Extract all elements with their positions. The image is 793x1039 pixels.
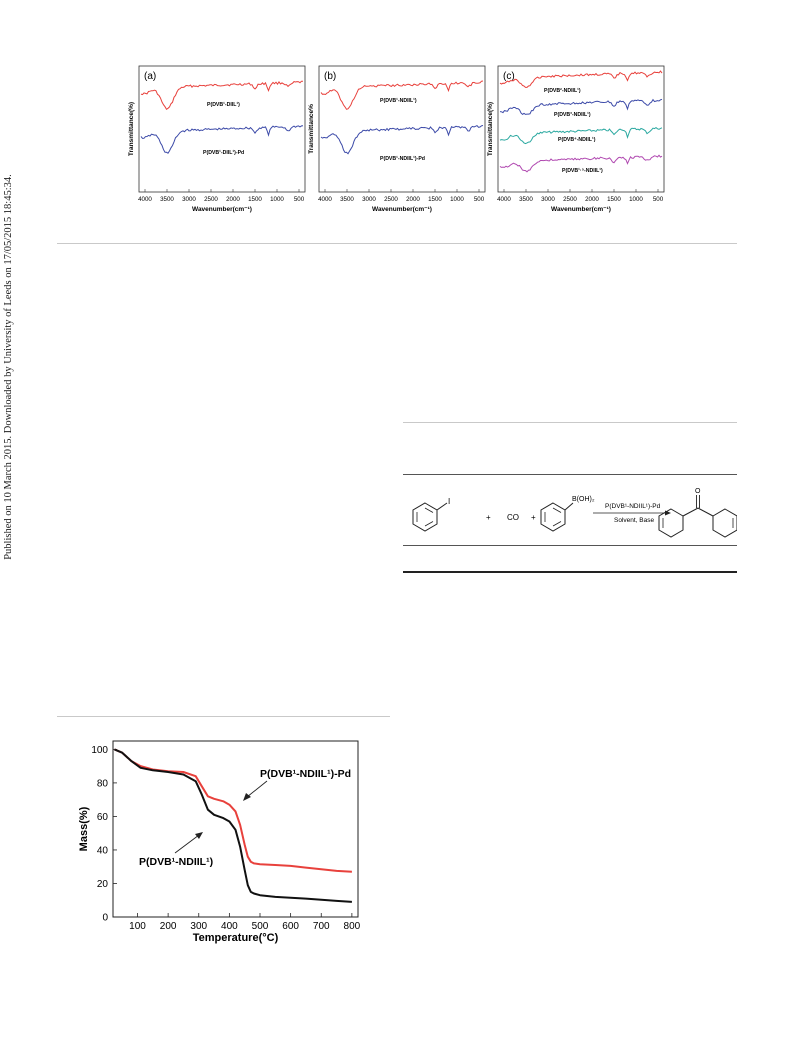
trace-label: P(DVB¹-NDIIL¹)-Pd (380, 156, 425, 162)
x-tick-label: 4000 (138, 196, 152, 203)
x-tick-label: 2500 (204, 196, 218, 203)
figure-separator-left (57, 716, 390, 717)
plot-frame (318, 65, 486, 193)
x-tick-label: 1500 (428, 196, 442, 203)
panel-tag: (c) (503, 71, 515, 82)
annotation-base: P(DVB¹-NDIIL¹) (139, 856, 213, 868)
spectrum-trace (140, 80, 303, 111)
trace-label: P(DVB²-NDIIL¹) (544, 88, 581, 94)
x-tick-label: 3000 (182, 196, 196, 203)
conditions-label: Solvent, Base (614, 517, 654, 524)
spectrum-trace (499, 126, 663, 145)
panel-tag: (a) (144, 71, 156, 82)
table-header-rule (403, 474, 737, 475)
spectrum-trace (320, 124, 484, 155)
x-tick-label: 700 (313, 921, 330, 932)
ftir-panel-b: (b) Transmittance% 4000 3500 3000 2500 2000 150… (308, 65, 486, 213)
x-tick-label: 3000 (541, 196, 555, 203)
trace-label: P(DVB³-NDIIL¹) (554, 112, 591, 118)
trace-label: P(DVB¹-DIIL¹) (207, 102, 240, 108)
annotation-pd: P(DVB¹-NDIIL¹)-Pd (260, 768, 351, 780)
download-notice: Published on 10 March 2015. Downloaded b… (3, 174, 14, 560)
x-tick-label: 2000 (406, 196, 420, 203)
trace-label: P(DVB¹·⁵-NDIIL¹) (562, 168, 603, 174)
x-tick-label: 1000 (270, 196, 284, 203)
y-axis-label: Transmittance% (308, 104, 315, 154)
y-tick-label: 60 (97, 812, 109, 823)
spectrum-trace (320, 80, 484, 110)
iodo-label: I (448, 497, 450, 506)
trace-label: P(DVB¹-NDIIL¹) (380, 98, 417, 104)
x-tick-label: 1000 (629, 196, 643, 203)
x-axis-label: Temperature(°C) (193, 932, 279, 944)
benzophenone-structure: O (658, 488, 737, 538)
ftir-panel-c: (c) Transmittance(%) 4000 3500 3000 2500 2000 1… (487, 65, 665, 213)
ftir-panel-a: (a) Transmittance(%) 4000 3500 3000 2500 2000 1… (128, 65, 306, 213)
catalyst-label: P(DVB¹-NDIIL¹)-Pd (605, 503, 661, 510)
panel-tag: (b) (324, 71, 336, 82)
phenylboronic-acid-structure: B(OH)₂ (540, 496, 595, 532)
y-axis-label: Transmittance(%) (128, 102, 135, 156)
spectrum-trace (140, 125, 304, 154)
x-tick-label: 100 (129, 921, 146, 932)
figure-separator (57, 243, 737, 244)
reaction-scheme: I + CO + B(OH)₂ P(DVB¹-NDIIL¹)-Pd Solven… (412, 488, 737, 538)
x-tick-label: 200 (160, 921, 177, 932)
y-axis-label: Transmittance(%) (487, 102, 494, 156)
x-tick-label: 600 (282, 921, 299, 932)
annotation-arrowhead-pd (243, 793, 251, 801)
x-tick-label: 500 (294, 196, 305, 203)
trace-label: P(DVB¹-DIIL¹)-Pd (203, 150, 244, 156)
x-tick-label: 1000 (450, 196, 464, 203)
x-tick-label: 500 (653, 196, 664, 203)
x-tick-label: 4000 (318, 196, 332, 203)
x-tick-label: 3000 (362, 196, 376, 203)
series-line (114, 748, 352, 903)
boronic-label: B(OH)₂ (572, 496, 595, 503)
plus-sign-2: + (531, 513, 536, 522)
y-tick-label: 40 (97, 845, 109, 856)
table-bottom-rule (403, 571, 737, 573)
plus-sign: + (486, 513, 491, 522)
x-tick-label: 2000 (585, 196, 599, 203)
x-tick-label: 2000 (226, 196, 240, 203)
y-tick-label: 20 (97, 879, 109, 890)
x-tick-label: 300 (190, 921, 207, 932)
x-axis-label: Wavenumber(cm⁻¹) (551, 206, 611, 213)
y-tick-label: 100 (91, 745, 108, 756)
y-tick-label: 80 (97, 778, 109, 789)
carbonyl-o-label: O (695, 488, 701, 495)
iodobenzene-structure: I (412, 497, 450, 532)
x-tick-label: 500 (474, 196, 485, 203)
x-tick-label: 500 (252, 921, 269, 932)
plot-frame (112, 740, 359, 918)
annotation-arrow-pd (246, 780, 268, 798)
x-tick-label: 800 (344, 921, 361, 932)
plot-frame (138, 65, 306, 193)
spectrum-trace (499, 70, 663, 88)
x-tick-label: 3500 (519, 196, 533, 203)
x-tick-label: 400 (221, 921, 238, 932)
trace-label: P(DVB⁴-NDIIL¹) (558, 137, 596, 143)
table-top-rule (403, 422, 737, 423)
x-tick-label: 4000 (497, 196, 511, 203)
y-tick-label: 0 (102, 913, 108, 924)
x-tick-label: 2500 (384, 196, 398, 203)
x-tick-label: 1500 (607, 196, 621, 203)
annotation-arrow-base (174, 834, 200, 854)
spectrum-trace (499, 154, 663, 173)
co-label: CO (507, 513, 519, 522)
table-body-rule (403, 545, 737, 546)
plot-frame (497, 65, 665, 193)
x-axis-label: Wavenumber(cm⁻¹) (192, 206, 252, 213)
annotation-arrowhead-base (195, 832, 203, 839)
x-axis-label: Wavenumber(cm⁻¹) (372, 206, 432, 213)
x-tick-label: 2500 (563, 196, 577, 203)
y-axis-label: Mass(%) (78, 806, 90, 851)
spectrum-trace (499, 98, 663, 116)
tga-chart: 100 200 300 400 500 600 700 800 0 20 40 60 80 100 Temp… (78, 740, 361, 944)
x-tick-label: 3500 (160, 196, 174, 203)
x-tick-label: 3500 (340, 196, 354, 203)
x-tick-label: 1500 (248, 196, 262, 203)
